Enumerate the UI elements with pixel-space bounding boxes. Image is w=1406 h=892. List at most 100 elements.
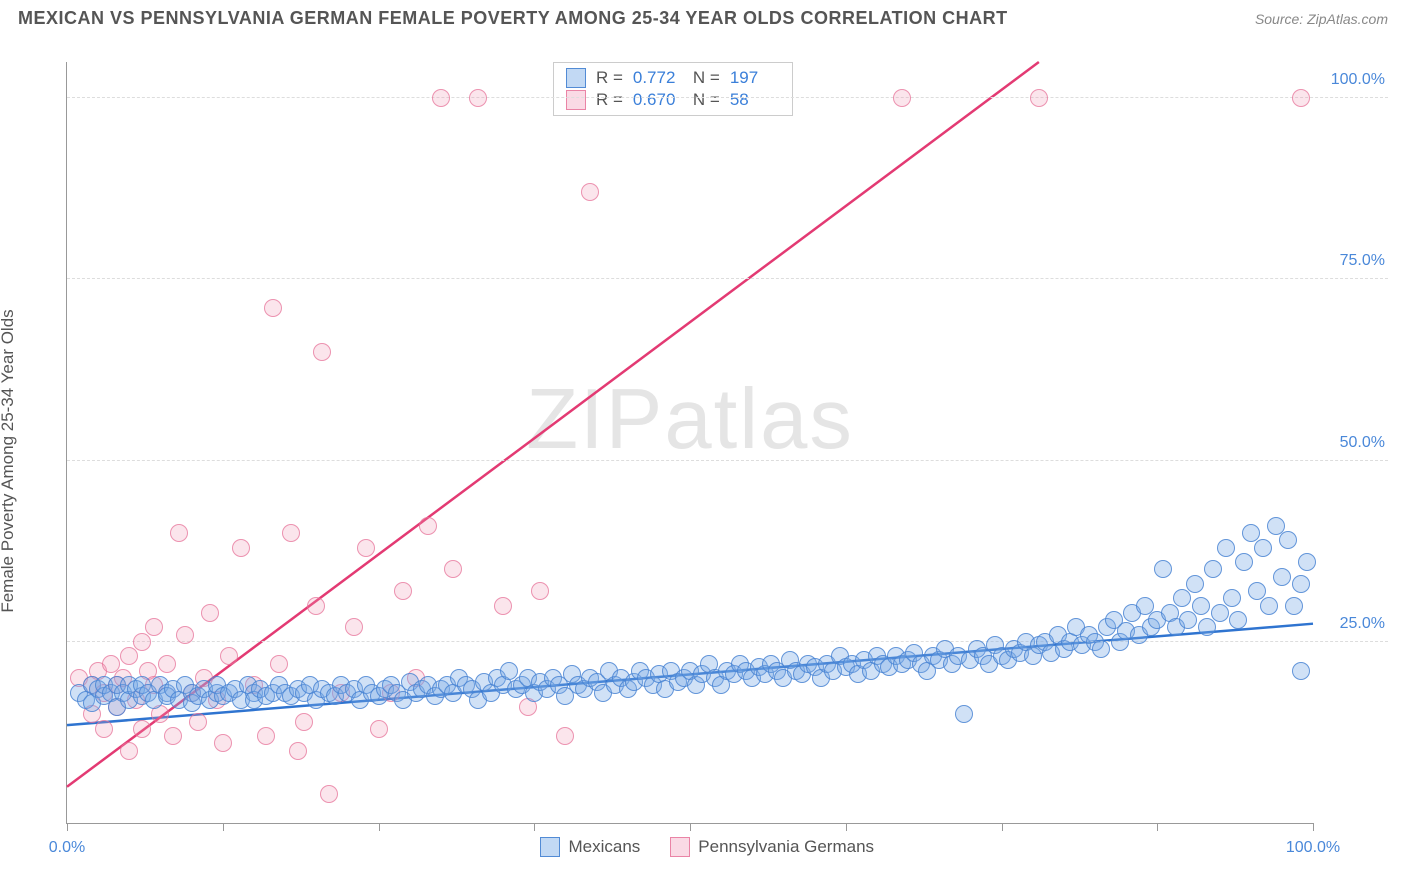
- data-point: [1292, 662, 1310, 680]
- stat-r-label: R =: [596, 90, 623, 110]
- stat-n-mexicans: 197: [730, 68, 780, 88]
- data-point: [1235, 553, 1253, 571]
- data-point: [1198, 618, 1216, 636]
- data-point: [189, 713, 207, 731]
- data-point: [1229, 611, 1247, 629]
- data-point: [1154, 560, 1172, 578]
- data-point: [1279, 531, 1297, 549]
- data-point: [1092, 640, 1110, 658]
- legend: Mexicans Pennsylvania Germans: [540, 837, 874, 857]
- stats-row-pagermans: R = 0.670 N = 58: [566, 89, 780, 111]
- gridline: [67, 97, 1388, 98]
- x-tick: [1002, 823, 1003, 831]
- data-point: [531, 582, 549, 600]
- chart-title: MEXICAN VS PENNSYLVANIA GERMAN FEMALE PO…: [18, 8, 1008, 29]
- data-point: [345, 618, 363, 636]
- data-point: [394, 582, 412, 600]
- x-tick: [690, 823, 691, 831]
- y-tick-label: 50.0%: [1340, 434, 1385, 452]
- data-point: [1292, 575, 1310, 593]
- stat-n-label: N =: [693, 90, 720, 110]
- x-tick: [1157, 823, 1158, 831]
- data-point: [1223, 589, 1241, 607]
- y-tick-label: 100.0%: [1331, 71, 1385, 89]
- data-point: [295, 713, 313, 731]
- data-point: [214, 734, 232, 752]
- plot-area: ZIPatlas R = 0.772 N = 197 R = 0.670 N =…: [66, 62, 1313, 824]
- data-point: [264, 299, 282, 317]
- data-point: [164, 727, 182, 745]
- data-point: [1204, 560, 1222, 578]
- x-tick-label: 100.0%: [1286, 839, 1340, 857]
- legend-label-mexicans: Mexicans: [568, 837, 640, 857]
- data-point: [176, 626, 194, 644]
- data-point: [145, 618, 163, 636]
- data-point: [307, 597, 325, 615]
- stat-n-label: N =: [693, 68, 720, 88]
- stat-r-label: R =: [596, 68, 623, 88]
- stats-box: R = 0.772 N = 197 R = 0.670 N = 58: [553, 62, 793, 116]
- data-point: [581, 183, 599, 201]
- data-point: [133, 633, 151, 651]
- data-point: [1217, 539, 1235, 557]
- data-point: [370, 720, 388, 738]
- legend-swatch-pink: [670, 837, 690, 857]
- data-point: [955, 705, 973, 723]
- y-tick-label: 25.0%: [1340, 615, 1385, 633]
- legend-swatch-blue: [540, 837, 560, 857]
- chart-source: Source: ZipAtlas.com: [1255, 11, 1388, 27]
- x-tick: [1313, 823, 1314, 831]
- data-point: [494, 597, 512, 615]
- x-tick: [379, 823, 380, 831]
- data-point: [282, 524, 300, 542]
- stat-r-pagermans: 0.670: [633, 90, 683, 110]
- data-point: [232, 539, 250, 557]
- data-point: [313, 343, 331, 361]
- data-point: [201, 604, 219, 622]
- data-point: [1292, 89, 1310, 107]
- data-point: [556, 727, 574, 745]
- stats-row-mexicans: R = 0.772 N = 197: [566, 67, 780, 89]
- data-point: [357, 539, 375, 557]
- trend-lines: [67, 62, 1313, 823]
- data-point: [95, 720, 113, 738]
- data-point: [1273, 568, 1291, 586]
- data-point: [1254, 539, 1272, 557]
- data-point: [1298, 553, 1316, 571]
- data-point: [1260, 597, 1278, 615]
- data-point: [1173, 589, 1191, 607]
- data-point: [120, 742, 138, 760]
- data-point: [158, 655, 176, 673]
- data-point: [257, 727, 275, 745]
- x-tick-label: 0.0%: [49, 839, 85, 857]
- data-point: [1211, 604, 1229, 622]
- y-axis-label: Female Poverty Among 25-34 Year Olds: [0, 309, 18, 612]
- stat-n-pagermans: 58: [730, 90, 780, 110]
- data-point: [432, 89, 450, 107]
- x-tick: [67, 823, 68, 831]
- data-point: [270, 655, 288, 673]
- chart-container: Female Poverty Among 25-34 Year Olds ZIP…: [18, 40, 1388, 882]
- data-point: [419, 517, 437, 535]
- data-point: [893, 89, 911, 107]
- data-point: [1285, 597, 1303, 615]
- legend-mexicans: Mexicans: [540, 837, 640, 857]
- data-point: [1186, 575, 1204, 593]
- data-point: [120, 647, 138, 665]
- data-point: [220, 647, 238, 665]
- x-tick: [846, 823, 847, 831]
- swatch-blue: [566, 68, 586, 88]
- x-tick: [534, 823, 535, 831]
- y-tick-label: 75.0%: [1340, 252, 1385, 270]
- stat-r-mexicans: 0.772: [633, 68, 683, 88]
- swatch-pink: [566, 90, 586, 110]
- data-point: [444, 560, 462, 578]
- gridline: [67, 278, 1388, 279]
- data-point: [170, 524, 188, 542]
- data-point: [289, 742, 307, 760]
- x-tick: [223, 823, 224, 831]
- data-point: [320, 785, 338, 803]
- data-point: [1030, 89, 1048, 107]
- data-point: [469, 89, 487, 107]
- data-point: [1179, 611, 1197, 629]
